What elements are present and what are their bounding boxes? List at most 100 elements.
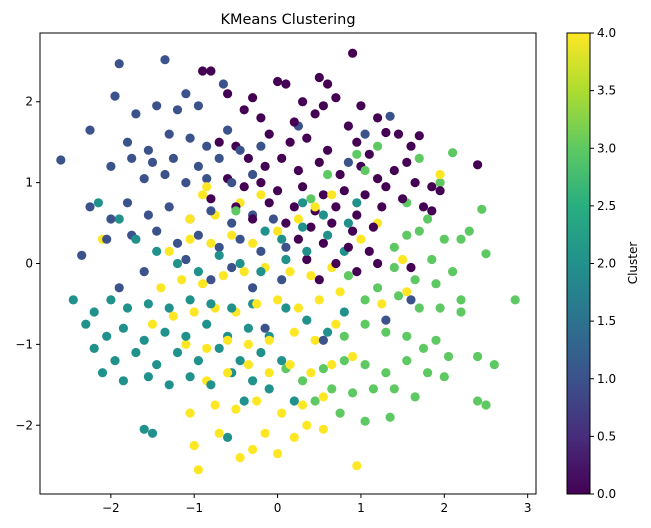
point-cluster-2 bbox=[235, 356, 245, 366]
point-cluster-0 bbox=[206, 66, 216, 76]
point-cluster-3 bbox=[306, 194, 316, 204]
point-cluster-2 bbox=[139, 335, 149, 345]
point-cluster-2 bbox=[164, 380, 174, 390]
point-cluster-4 bbox=[285, 267, 295, 277]
point-cluster-3 bbox=[360, 165, 370, 176]
point-cluster-1 bbox=[110, 91, 120, 101]
point-cluster-3 bbox=[352, 149, 362, 159]
point-cluster-1 bbox=[85, 125, 95, 135]
point-cluster-3 bbox=[393, 291, 404, 301]
point-cluster-0 bbox=[256, 113, 266, 123]
point-cluster-1 bbox=[77, 250, 87, 260]
point-cluster-0 bbox=[360, 190, 370, 200]
point-cluster-0 bbox=[323, 79, 333, 89]
point-cluster-4 bbox=[168, 311, 178, 321]
point-cluster-0 bbox=[377, 202, 387, 212]
point-cluster-1 bbox=[235, 145, 245, 155]
point-cluster-0 bbox=[306, 222, 316, 232]
point-cluster-2 bbox=[339, 307, 349, 317]
point-cluster-2 bbox=[214, 343, 224, 353]
point-cluster-4 bbox=[289, 432, 299, 442]
point-cluster-0 bbox=[348, 48, 358, 58]
point-cluster-3 bbox=[448, 267, 458, 277]
y-tick-label: −1 bbox=[15, 337, 33, 351]
point-cluster-0 bbox=[264, 129, 274, 139]
point-cluster-2 bbox=[260, 226, 270, 236]
point-cluster-4 bbox=[189, 307, 199, 317]
point-cluster-0 bbox=[239, 105, 249, 115]
point-cluster-1 bbox=[227, 178, 237, 188]
point-cluster-1 bbox=[406, 295, 416, 305]
point-cluster-3 bbox=[448, 148, 458, 158]
point-cluster-4 bbox=[331, 319, 341, 329]
point-cluster-2 bbox=[277, 356, 287, 366]
point-cluster-3 bbox=[368, 384, 378, 394]
x-tick-label: 1 bbox=[357, 501, 365, 515]
point-cluster-1 bbox=[164, 202, 174, 212]
point-cluster-3 bbox=[473, 396, 483, 406]
point-cluster-1 bbox=[193, 230, 203, 240]
point-cluster-4 bbox=[273, 226, 283, 236]
point-cluster-0 bbox=[356, 101, 366, 111]
point-cluster-3 bbox=[323, 169, 333, 180]
point-cluster-1 bbox=[152, 226, 162, 236]
point-cluster-1 bbox=[160, 169, 170, 180]
point-cluster-2 bbox=[206, 380, 216, 390]
point-cluster-3 bbox=[423, 368, 433, 378]
point-cluster-4 bbox=[273, 449, 283, 459]
point-cluster-1 bbox=[206, 275, 216, 285]
point-cluster-3 bbox=[414, 303, 424, 313]
point-cluster-0 bbox=[339, 186, 349, 196]
point-cluster-2 bbox=[102, 331, 112, 341]
point-cluster-0 bbox=[318, 101, 328, 111]
point-cluster-1 bbox=[385, 111, 395, 121]
point-cluster-0 bbox=[281, 218, 291, 228]
point-cluster-1 bbox=[168, 153, 178, 163]
point-cluster-0 bbox=[381, 127, 391, 138]
point-cluster-4 bbox=[206, 238, 216, 248]
point-cluster-4 bbox=[306, 368, 316, 378]
point-cluster-1 bbox=[235, 234, 245, 244]
point-cluster-3 bbox=[327, 384, 337, 394]
point-cluster-0 bbox=[285, 137, 295, 147]
point-cluster-3 bbox=[402, 356, 412, 366]
point-cluster-4 bbox=[356, 234, 366, 244]
point-cluster-2 bbox=[193, 356, 203, 366]
y-axis: −2 −1 0 1 2 bbox=[15, 95, 40, 432]
colorbar-tick-label: 2.5 bbox=[597, 199, 616, 213]
point-cluster-2 bbox=[281, 254, 291, 265]
point-cluster-0 bbox=[343, 242, 353, 252]
x-tick-label: −2 bbox=[102, 501, 120, 515]
point-cluster-4 bbox=[318, 392, 328, 402]
colorbar-tick-label: 3.5 bbox=[597, 84, 616, 98]
point-cluster-3 bbox=[431, 279, 441, 289]
point-cluster-4 bbox=[202, 343, 212, 353]
point-cluster-0 bbox=[318, 190, 328, 200]
point-cluster-2 bbox=[131, 234, 141, 244]
point-cluster-2 bbox=[352, 198, 362, 208]
point-cluster-4 bbox=[264, 368, 274, 378]
point-cluster-2 bbox=[97, 368, 108, 378]
point-cluster-0 bbox=[406, 141, 416, 151]
point-cluster-2 bbox=[243, 323, 253, 333]
point-cluster-2 bbox=[81, 319, 91, 329]
point-cluster-2 bbox=[172, 258, 183, 269]
point-cluster-4 bbox=[223, 335, 233, 345]
point-cluster-3 bbox=[510, 295, 520, 305]
point-cluster-3 bbox=[231, 206, 241, 216]
point-cluster-0 bbox=[343, 121, 353, 131]
point-cluster-0 bbox=[214, 137, 224, 147]
point-cluster-2 bbox=[172, 347, 183, 358]
point-cluster-0 bbox=[273, 76, 283, 87]
point-cluster-0 bbox=[302, 254, 312, 265]
point-cluster-4 bbox=[277, 408, 287, 418]
point-cluster-2 bbox=[185, 295, 195, 305]
point-cluster-0 bbox=[327, 218, 337, 228]
point-cluster-3 bbox=[385, 412, 395, 422]
point-cluster-3 bbox=[360, 416, 370, 426]
point-cluster-1 bbox=[193, 161, 203, 171]
point-cluster-0 bbox=[239, 182, 249, 192]
point-cluster-1 bbox=[172, 238, 183, 248]
point-cluster-0 bbox=[293, 234, 303, 244]
colorbar-tick-label: 1.0 bbox=[597, 372, 616, 386]
